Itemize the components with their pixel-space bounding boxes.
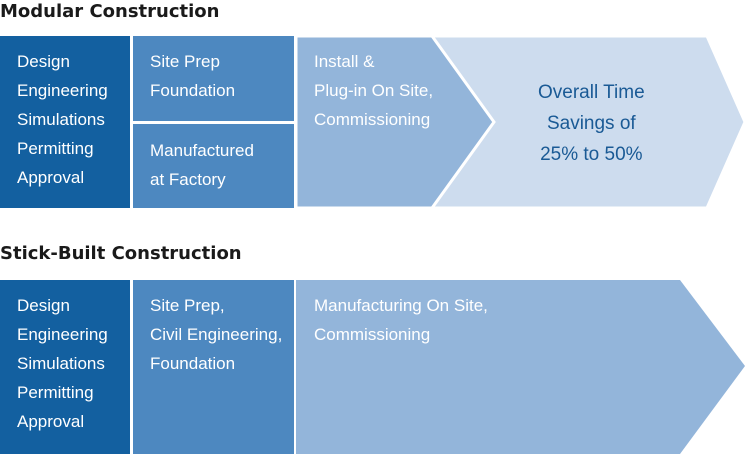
- modular-design-block: Design Engineering Simulations Permittin…: [0, 36, 130, 208]
- modular-manufactured-block: Manufactured at Factory: [133, 124, 294, 208]
- stick-manufacturing-chevron: [296, 280, 745, 454]
- stick-site-prep-block: Site Prep, Civil Engineering, Foundation: [133, 280, 294, 454]
- stick-design-block: Design Engineering Simulations Permittin…: [0, 280, 130, 454]
- stick-built-heading: Stick-Built Construction: [0, 243, 242, 264]
- stick-manufacturing-label: Manufacturing On Site, Commissioning: [314, 296, 488, 344]
- modular-savings-label: Overall Time Savings of 25% to 50%: [538, 82, 645, 165]
- modular-site-prep-block: Site Prep Foundation: [133, 36, 294, 121]
- modular-install-chevron: [294, 34, 496, 210]
- modular-install-label: Install & Plug-in On Site, Commissioning: [314, 52, 434, 129]
- modular-heading: Modular Construction: [0, 1, 220, 22]
